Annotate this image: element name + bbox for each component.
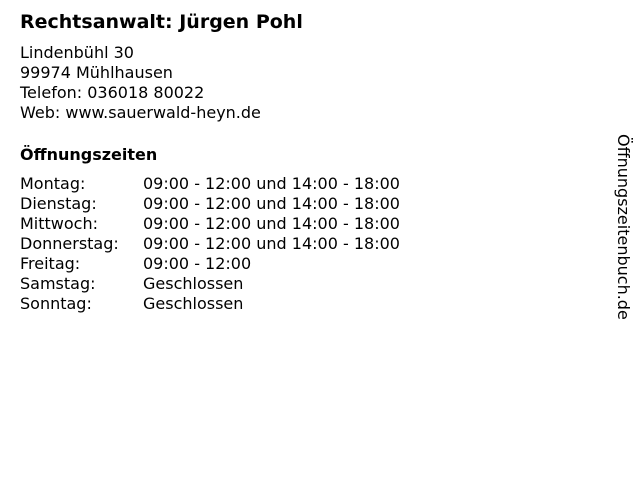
day-time: Geschlossen: [143, 274, 244, 293]
hours-heading: Öffnungszeiten: [20, 145, 158, 164]
day-time: 09:00 - 12:00 und 14:00 - 18:00: [143, 234, 400, 253]
day-time: 09:00 - 12:00 und 14:00 - 18:00: [143, 214, 400, 233]
day-label: Samstag:: [20, 274, 96, 293]
hours-table: Montag: 09:00 - 12:00 und 14:00 - 18:00 D…: [20, 174, 400, 314]
day-label: Freitag:: [20, 254, 81, 273]
day-label: Dienstag:: [20, 194, 97, 213]
street: Lindenbühl 30: [20, 43, 134, 62]
hours-row: Montag: 09:00 - 12:00 und 14:00 - 18:00: [20, 174, 400, 194]
day-time: Geschlossen: [143, 294, 244, 313]
hours-row: Dienstag: 09:00 - 12:00 und 14:00 - 18:00: [20, 194, 400, 214]
day-time: 09:00 - 12:00: [143, 254, 252, 273]
day-label: Mittwoch:: [20, 214, 98, 233]
hours-row: Mittwoch: 09:00 - 12:00 und 14:00 - 18:00: [20, 214, 400, 234]
day-time: 09:00 - 12:00 und 14:00 - 18:00: [143, 174, 400, 193]
side-brand-label: Öffnungszeitenbuch.de: [614, 134, 633, 320]
phone: Telefon: 036018 80022: [20, 83, 205, 102]
hours-row: Sonntag: Geschlossen: [20, 294, 400, 314]
day-label: Donnerstag:: [20, 234, 119, 253]
address-block: Lindenbühl 30 99974 Mühlhausen Telefon: …: [20, 43, 261, 123]
website: Web: www.sauerwald-heyn.de: [20, 103, 261, 122]
day-label: Sonntag:: [20, 294, 92, 313]
hours-row: Freitag: 09:00 - 12:00: [20, 254, 400, 274]
hours-row: Donnerstag: 09:00 - 12:00 und 14:00 - 18:…: [20, 234, 400, 254]
city: 99974 Mühlhausen: [20, 63, 173, 82]
page-title: Rechtsanwalt: Jürgen Pohl: [20, 11, 303, 33]
side-brand: Öffnungszeitenbuch.de: [611, 134, 635, 364]
day-label: Montag:: [20, 174, 86, 193]
hours-row: Samstag: Geschlossen: [20, 274, 400, 294]
day-time: 09:00 - 12:00 und 14:00 - 18:00: [143, 194, 400, 213]
